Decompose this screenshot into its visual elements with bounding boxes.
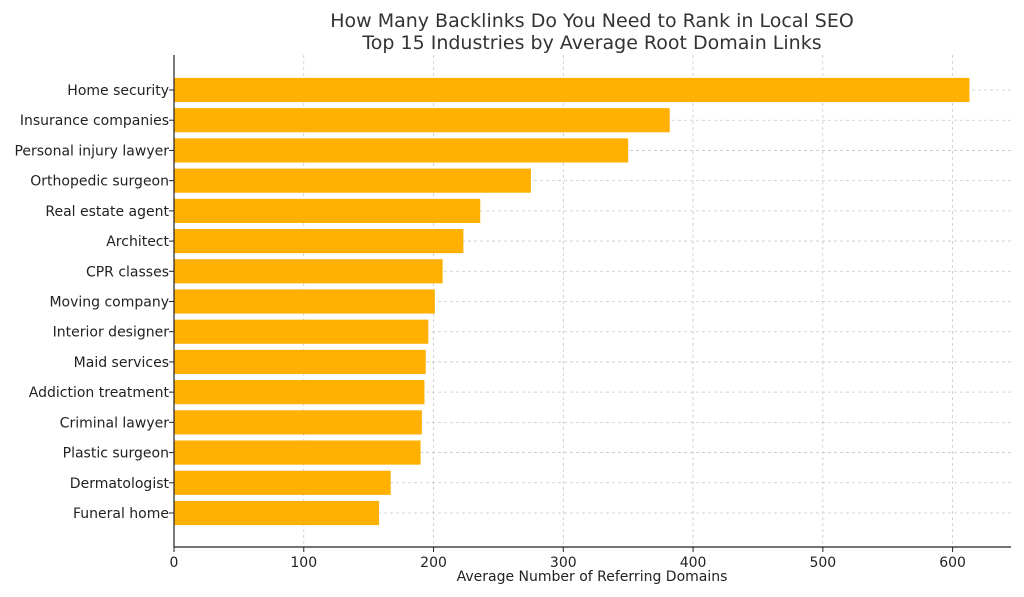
y-tick-label: Architect: [106, 234, 169, 250]
y-tick-label: Real estate agent: [45, 204, 169, 220]
y-tick-label: Funeral home: [73, 506, 169, 522]
y-tick-label: Orthopedic surgeon: [30, 174, 169, 190]
bar: [174, 500, 380, 526]
bar: [174, 108, 670, 133]
x-tick-labels: 0 100 200 300 400 500 600: [170, 555, 966, 571]
bar: [174, 349, 426, 375]
y-tick-label: CPR classes: [86, 264, 169, 280]
y-tick-label: Interior designer: [53, 325, 170, 341]
y-tick-labels: Home security Insurance companies Personal…: [14, 83, 169, 522]
bar: [174, 410, 422, 435]
x-tick-label: 100: [290, 555, 317, 571]
bar: [174, 319, 429, 344]
bar: [174, 440, 421, 465]
x-tick-label: 300: [550, 555, 577, 571]
bar: [174, 77, 970, 103]
x-tick-label: 0: [170, 555, 179, 571]
y-tick-label: Addiction treatment: [29, 385, 170, 401]
y-tick-label: Personal injury lawyer: [14, 143, 169, 159]
y-tick-label: Criminal lawyer: [60, 415, 170, 431]
y-tick-label: Plastic surgeon: [63, 446, 169, 462]
bar: [174, 198, 481, 223]
bar: [174, 168, 531, 193]
y-tick-label: Insurance companies: [20, 113, 169, 129]
x-tick-label: 600: [939, 555, 966, 571]
y-tick-label: Moving company: [49, 295, 169, 311]
bars: [174, 77, 970, 526]
bar: [174, 380, 425, 405]
bar: [174, 259, 443, 284]
bar: [174, 289, 435, 314]
bar: [174, 138, 629, 163]
axes: [169, 55, 1011, 552]
y-tick-label: Dermatologist: [70, 476, 170, 492]
y-tick-label: Maid services: [74, 355, 169, 371]
bar: [174, 470, 391, 495]
bar: [174, 228, 464, 254]
chart-title: How Many Backlinks Do You Need to Rank i…: [330, 10, 854, 32]
x-tick-label: 400: [680, 555, 707, 571]
y-tick-label: Home security: [67, 83, 169, 99]
x-axis-label: Average Number of Referring Domains: [457, 569, 728, 585]
x-tick-label: 500: [809, 555, 836, 571]
x-tick-label: 200: [420, 555, 447, 571]
chart-subtitle: Top 15 Industries by Average Root Domain…: [361, 32, 821, 54]
